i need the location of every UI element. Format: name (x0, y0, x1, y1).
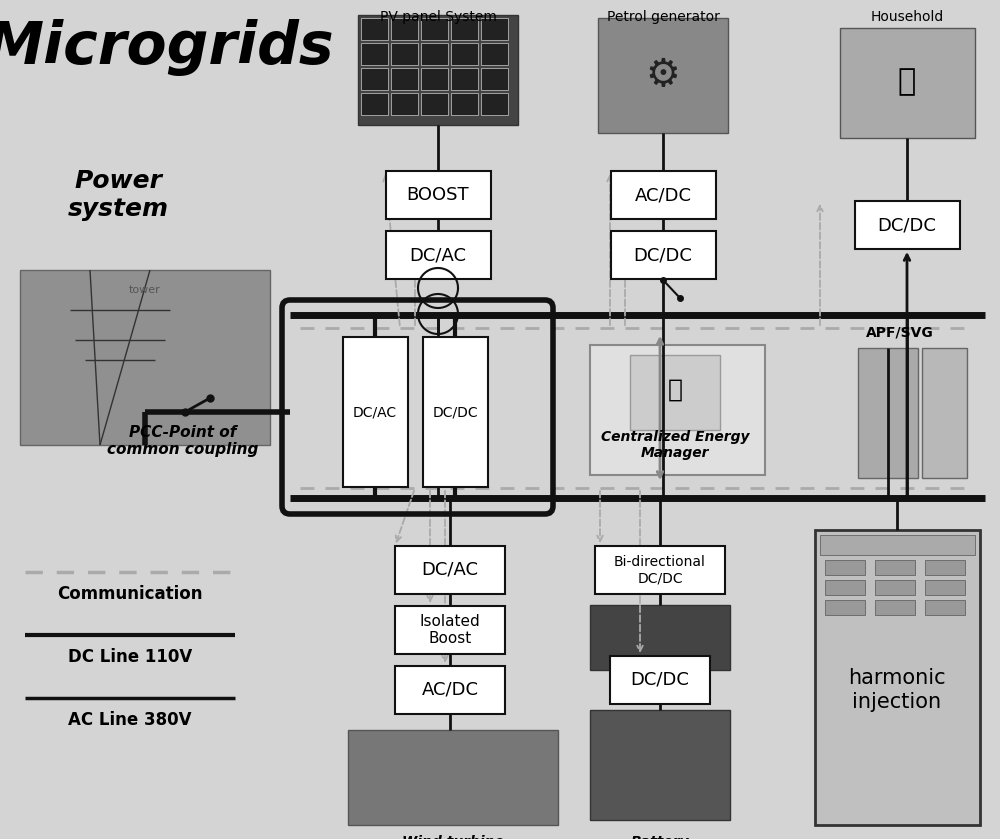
FancyBboxPatch shape (875, 560, 915, 575)
FancyBboxPatch shape (421, 68, 448, 90)
Text: AC Line 380V: AC Line 380V (68, 711, 192, 729)
Text: AC/DC: AC/DC (422, 681, 479, 699)
Text: Battery: Battery (631, 835, 689, 839)
FancyBboxPatch shape (391, 18, 418, 40)
FancyBboxPatch shape (875, 600, 915, 615)
FancyBboxPatch shape (595, 546, 725, 594)
Text: Centralized Energy
Manager: Centralized Energy Manager (601, 430, 749, 460)
FancyBboxPatch shape (820, 535, 975, 555)
Text: DC/AC: DC/AC (353, 405, 397, 419)
FancyBboxPatch shape (481, 93, 508, 115)
FancyBboxPatch shape (348, 730, 558, 825)
Text: DC/DC: DC/DC (631, 671, 689, 689)
Text: tower: tower (129, 285, 161, 295)
FancyBboxPatch shape (481, 18, 508, 40)
FancyBboxPatch shape (395, 546, 505, 594)
FancyBboxPatch shape (451, 43, 478, 65)
FancyBboxPatch shape (925, 560, 965, 575)
FancyBboxPatch shape (395, 666, 505, 714)
FancyBboxPatch shape (922, 348, 967, 478)
Text: PCC-Point of
common coupling: PCC-Point of common coupling (107, 425, 259, 457)
FancyBboxPatch shape (421, 43, 448, 65)
FancyBboxPatch shape (825, 560, 865, 575)
FancyBboxPatch shape (395, 606, 505, 654)
Text: DC/DC: DC/DC (432, 405, 478, 419)
FancyBboxPatch shape (840, 28, 975, 138)
FancyBboxPatch shape (590, 605, 730, 670)
FancyBboxPatch shape (925, 580, 965, 595)
Text: 🖥: 🖥 (668, 378, 682, 402)
Text: ⚙: ⚙ (646, 56, 680, 94)
FancyBboxPatch shape (421, 93, 448, 115)
FancyBboxPatch shape (421, 18, 448, 40)
Text: Communication: Communication (57, 585, 203, 603)
Text: PV panel System: PV panel System (380, 10, 496, 24)
FancyBboxPatch shape (386, 171, 490, 219)
FancyBboxPatch shape (422, 337, 488, 487)
FancyBboxPatch shape (925, 600, 965, 615)
FancyBboxPatch shape (361, 68, 388, 90)
FancyBboxPatch shape (361, 43, 388, 65)
Text: DC/DC: DC/DC (878, 216, 936, 234)
FancyBboxPatch shape (391, 68, 418, 90)
Text: Isolated
Boost: Isolated Boost (420, 614, 480, 646)
FancyBboxPatch shape (815, 530, 980, 825)
FancyBboxPatch shape (342, 337, 408, 487)
FancyBboxPatch shape (391, 43, 418, 65)
Text: harmonic
injection: harmonic injection (848, 669, 946, 711)
FancyBboxPatch shape (481, 43, 508, 65)
Text: DC Line 110V: DC Line 110V (68, 648, 192, 666)
FancyBboxPatch shape (630, 355, 720, 430)
FancyBboxPatch shape (358, 15, 518, 125)
FancyBboxPatch shape (825, 580, 865, 595)
FancyBboxPatch shape (361, 18, 388, 40)
Text: BOOST: BOOST (407, 186, 469, 204)
Text: Wind turbine: Wind turbine (402, 835, 504, 839)
Text: Household: Household (870, 10, 944, 24)
FancyBboxPatch shape (590, 710, 730, 820)
FancyBboxPatch shape (451, 68, 478, 90)
FancyBboxPatch shape (854, 201, 960, 249)
Text: APF/SVG: APF/SVG (866, 326, 934, 340)
FancyBboxPatch shape (825, 600, 865, 615)
Text: Petrol generator: Petrol generator (607, 10, 719, 24)
Text: DC/AC: DC/AC (422, 561, 479, 579)
FancyBboxPatch shape (20, 270, 270, 445)
FancyBboxPatch shape (451, 18, 478, 40)
Text: Power
system: Power system (68, 169, 168, 221)
FancyBboxPatch shape (391, 93, 418, 115)
FancyBboxPatch shape (598, 18, 728, 133)
Text: Bi-directional
DC/DC: Bi-directional DC/DC (614, 555, 706, 585)
Text: AC/DC: AC/DC (635, 186, 692, 204)
FancyBboxPatch shape (858, 348, 918, 478)
Text: DC/AC: DC/AC (410, 246, 466, 264)
FancyBboxPatch shape (451, 93, 478, 115)
Text: Microgrids: Microgrids (0, 19, 334, 76)
FancyBboxPatch shape (590, 345, 765, 475)
FancyBboxPatch shape (386, 231, 490, 279)
FancyBboxPatch shape (361, 93, 388, 115)
FancyBboxPatch shape (610, 171, 716, 219)
FancyBboxPatch shape (875, 580, 915, 595)
FancyBboxPatch shape (481, 68, 508, 90)
Text: DC/DC: DC/DC (634, 246, 692, 264)
FancyBboxPatch shape (610, 231, 716, 279)
Text: 🏠: 🏠 (898, 67, 916, 96)
FancyBboxPatch shape (610, 656, 710, 704)
